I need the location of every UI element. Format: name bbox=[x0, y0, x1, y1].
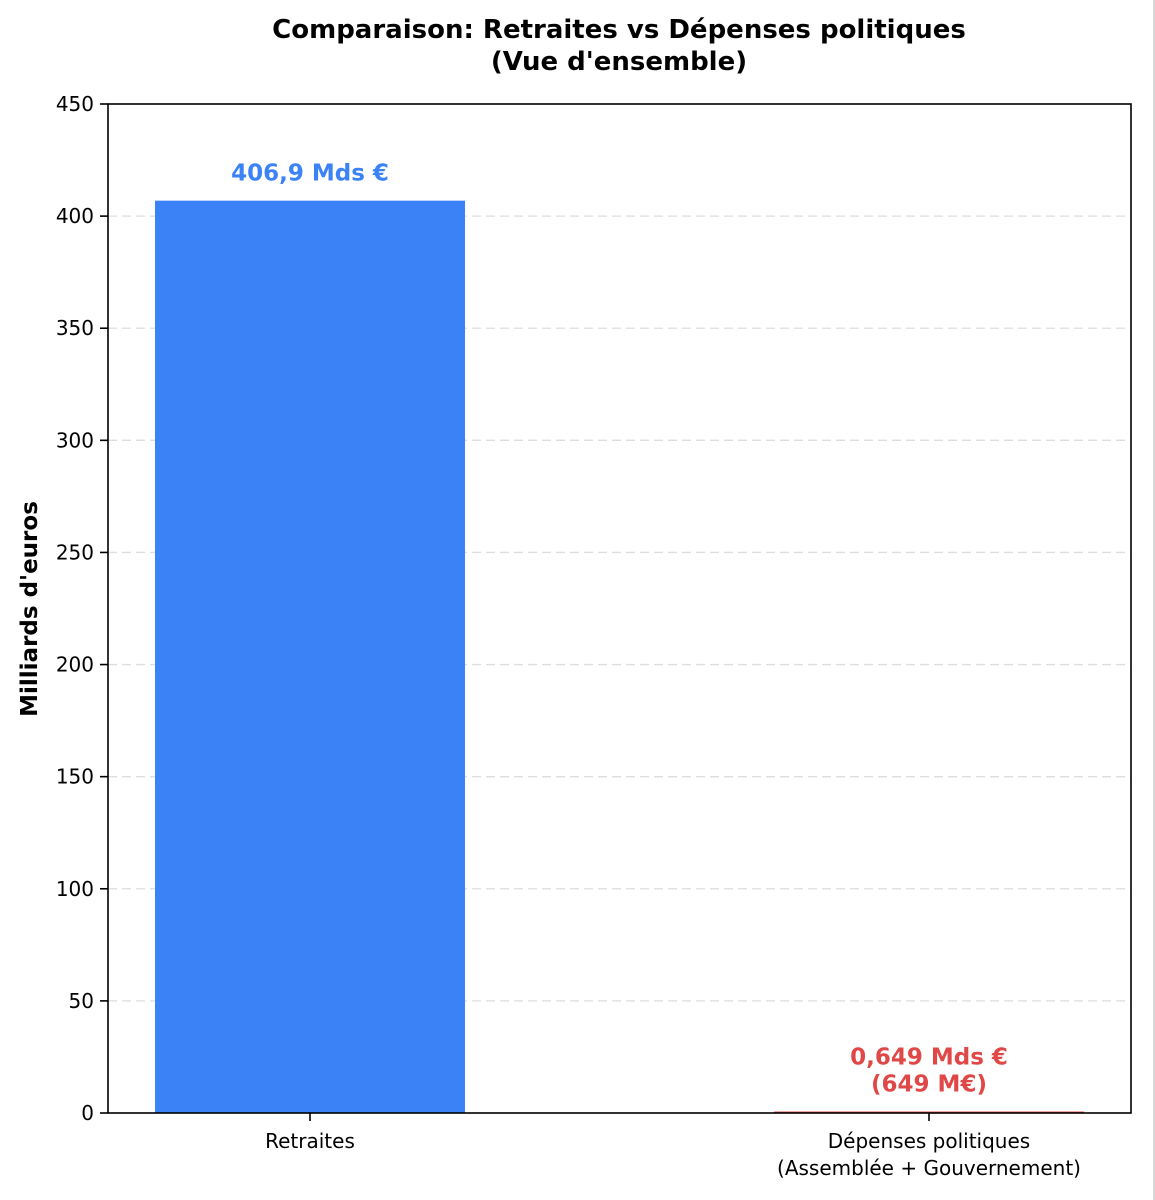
y-axis-ticks: 0 50 100 150 200 250 300 350 400 450 bbox=[56, 92, 108, 1125]
x-tick-label-2-line-1: Dépenses politiques bbox=[828, 1129, 1030, 1153]
window-edge bbox=[1153, 0, 1155, 1200]
y-tick-label-350: 350 bbox=[56, 316, 94, 340]
y-tick-label-0: 0 bbox=[81, 1101, 94, 1125]
y-tick-label-250: 250 bbox=[56, 540, 94, 564]
bar-1 bbox=[155, 200, 465, 1113]
y-tick-label-450: 450 bbox=[56, 92, 94, 116]
y-tick-label-100: 100 bbox=[56, 877, 94, 901]
chart-title-line-1: Comparaison: Retraites vs Dépenses polit… bbox=[272, 15, 966, 45]
x-tick-label-2-line-2: (Assemblée + Gouvernement) bbox=[777, 1156, 1081, 1180]
y-tick-label-200: 200 bbox=[56, 653, 94, 677]
x-tick-label-1-line-1: Retraites bbox=[265, 1129, 355, 1153]
bars bbox=[155, 200, 1084, 1113]
data-labels: 406,9 Mds € 0,649 Mds €(649 M€) bbox=[231, 161, 1008, 1098]
data-label-2-line-2: (649 M€) bbox=[871, 1072, 987, 1098]
y-axis-label: Milliards d'euros bbox=[17, 501, 43, 717]
y-tick-label-400: 400 bbox=[56, 204, 94, 228]
x-axis-ticks: Retraites Dépenses politiques (Assemblée +… bbox=[265, 1113, 1081, 1180]
y-tick-label-300: 300 bbox=[56, 428, 94, 452]
y-tick-label-150: 150 bbox=[56, 765, 94, 789]
y-tick-label-50: 50 bbox=[69, 989, 94, 1013]
chart-title-line-2: (Vue d'ensemble) bbox=[491, 47, 747, 77]
data-label-2-line-1: 0,649 Mds € bbox=[850, 1045, 1008, 1071]
chart-title: Comparaison: Retraites vs Dépenses polit… bbox=[272, 15, 966, 77]
plot-frame bbox=[107, 103, 1132, 1114]
data-label-1-line-1: 406,9 Mds € bbox=[231, 161, 389, 187]
plot-border bbox=[107, 103, 1132, 1114]
